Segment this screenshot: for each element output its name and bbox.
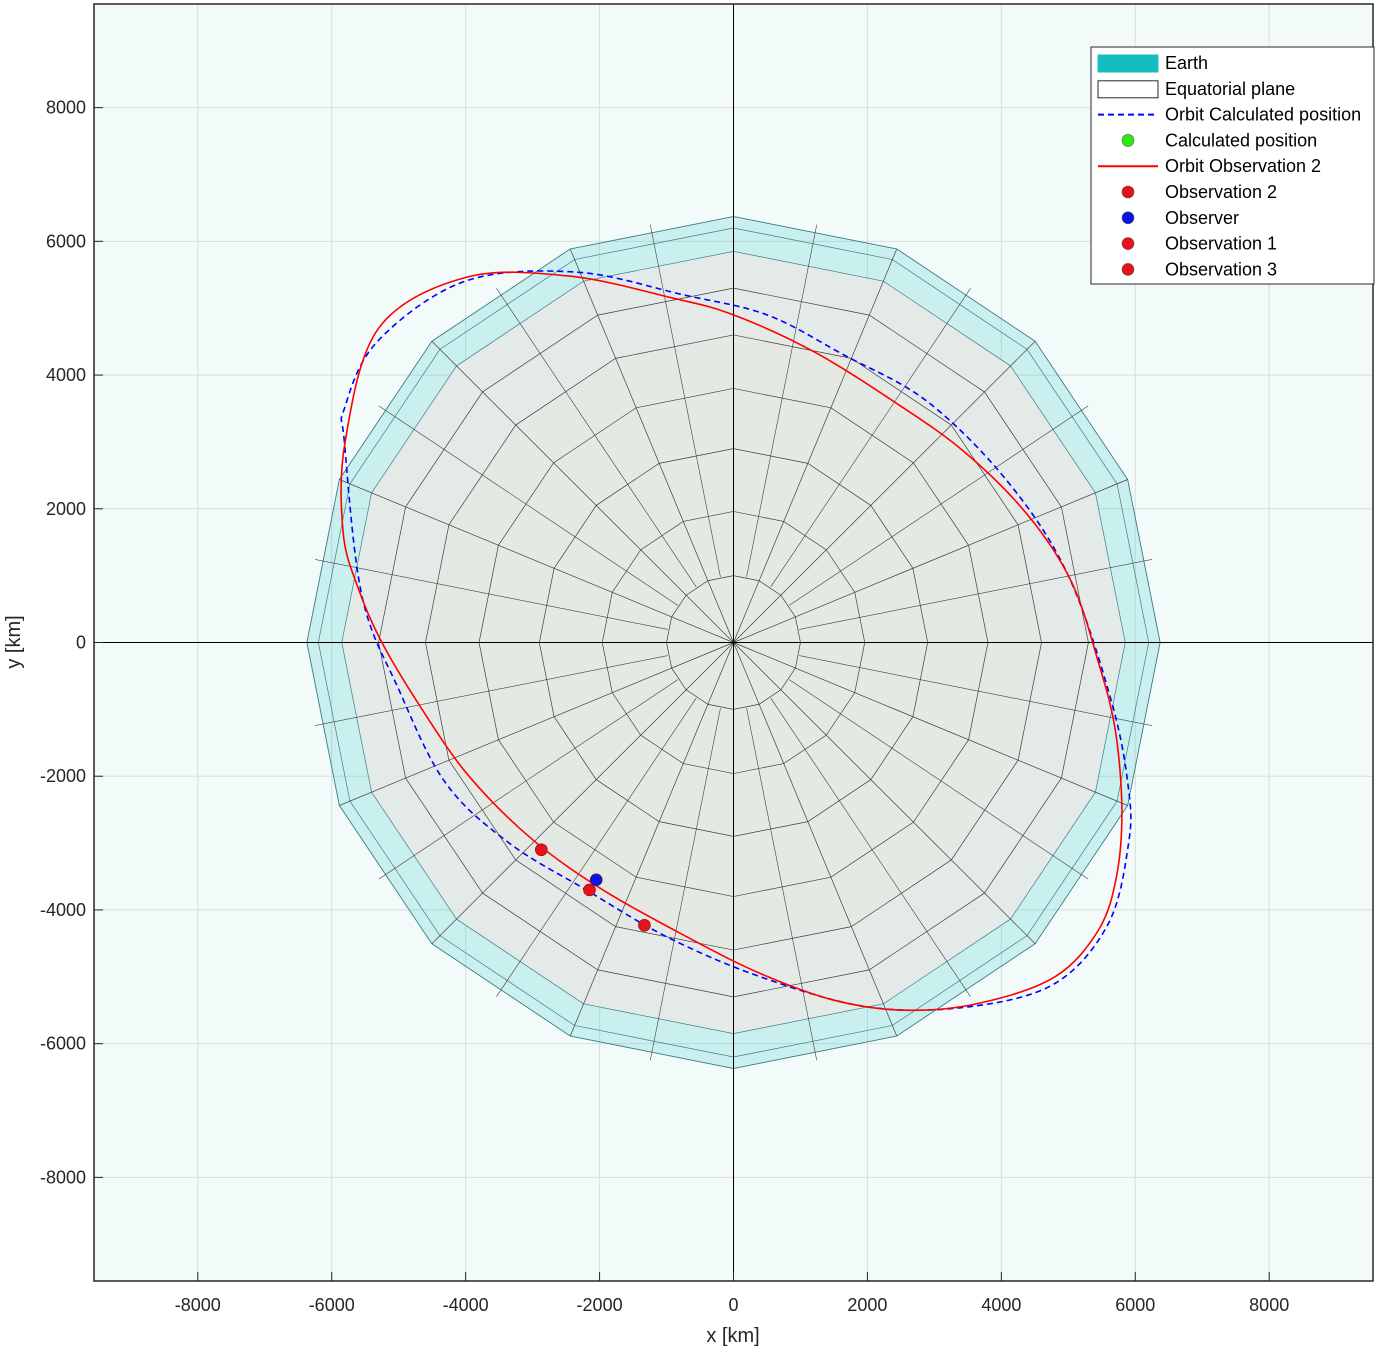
legend-swatch-observation-3 [1121, 263, 1135, 276]
earth-meridian-half [315, 559, 668, 630]
observer-marker [589, 873, 603, 887]
legend-swatch-calculated-position [1121, 134, 1135, 147]
x-tick-label: -8000 [175, 1295, 221, 1315]
legend-label-observation-3: Observation 3 [1165, 259, 1277, 279]
x-tick-label: -2000 [577, 1295, 623, 1315]
earth-meridian [431, 642, 734, 944]
earth-meridian-half [496, 697, 697, 997]
y-tick-label: -2000 [40, 766, 86, 786]
tick-labels: -8000 -6000 -4000 -2000 0 2000 4000 6000 8000 -80… [40, 98, 1289, 1315]
earth-meridian [733, 642, 898, 1037]
earth-meridian-half [649, 224, 721, 577]
orbit-calculated-line [340, 270, 1132, 1012]
earth-meridian [339, 642, 734, 806]
earth-meridian [569, 248, 734, 643]
earth-meridian [733, 479, 1128, 643]
y-tick-label: 8000 [46, 98, 86, 118]
y-tick-label: -6000 [40, 1034, 86, 1054]
earth-meridian-half [770, 288, 971, 588]
earth-meridian [733, 642, 1036, 944]
legend-swatch-observation-2 [1121, 185, 1135, 199]
y-tick-label: 2000 [46, 499, 86, 519]
y-axis-label: y [km] [3, 615, 25, 668]
earth-meridian [431, 341, 734, 643]
legend-label-observation-2: Observation 2 [1165, 182, 1277, 202]
legend-swatch-equatorial-plane [1097, 80, 1159, 99]
x-axis-label: x [km] [706, 1325, 759, 1347]
y-tick-label: -8000 [40, 1167, 86, 1187]
x-tick-label: -6000 [309, 1295, 355, 1315]
zero-axes [94, 4, 1373, 1281]
legend-label-earth: Earth [1165, 53, 1208, 73]
earth-meridian-half [789, 679, 1089, 880]
x-tick-label: 6000 [1115, 1295, 1155, 1315]
x-tick-label: 8000 [1249, 1295, 1289, 1315]
x-tick-label: 0 [728, 1295, 738, 1315]
earth-meridian-half [799, 655, 1152, 726]
earth-meridian-half [378, 679, 678, 880]
legend-swatch-observation-1 [1121, 237, 1135, 250]
observation-1-marker [535, 843, 548, 857]
observation-3-marker [638, 919, 651, 932]
earth-meridian [733, 341, 1036, 643]
earth-meridian [733, 642, 1128, 806]
legend-label-calculated-position: Calculated position [1165, 130, 1317, 150]
legend-label-orbit-calculated-position: Orbit Calculated position [1165, 105, 1361, 125]
earth-meridian-half [746, 708, 818, 1061]
legend-swatch-earth [1097, 54, 1159, 73]
y-tick-label: 4000 [46, 365, 86, 385]
legend-label-equatorial-plane: Equatorial plane [1165, 79, 1295, 99]
orbit-observation-2-line [340, 271, 1123, 1012]
earth-meridian-half [496, 288, 697, 588]
earth-meridian [733, 248, 898, 643]
legend: Earth Equatorial plane Orbit Calculated po… [1090, 46, 1375, 285]
x-tick-label: -4000 [443, 1295, 489, 1315]
legend-label-observer: Observer [1165, 208, 1239, 228]
x-tick-label: 2000 [847, 1295, 887, 1315]
earth-meridian [569, 642, 734, 1037]
earth-meridian-half [789, 405, 1089, 606]
earth-meridian-half [315, 655, 668, 726]
y-tick-label: 0 [76, 633, 86, 653]
x-tick-label: 4000 [981, 1295, 1021, 1315]
legend-label-observation-1: Observation 1 [1165, 234, 1277, 254]
legend-swatch-observer [1121, 211, 1135, 225]
legend-label-orbit-observation-2: Orbit Observation 2 [1165, 156, 1321, 176]
earth-meridian-half [378, 405, 678, 606]
y-tick-label: -4000 [40, 900, 86, 920]
earth-meridian-half [770, 697, 971, 997]
y-tick-label: 6000 [46, 231, 86, 251]
earth-meridian-half [799, 559, 1152, 630]
earth-meridian-half [746, 224, 818, 577]
observation-2-marker [583, 883, 596, 897]
earth-meridian [339, 479, 734, 643]
earth-meridian-half [649, 708, 721, 1061]
series-layer [340, 270, 1132, 1012]
